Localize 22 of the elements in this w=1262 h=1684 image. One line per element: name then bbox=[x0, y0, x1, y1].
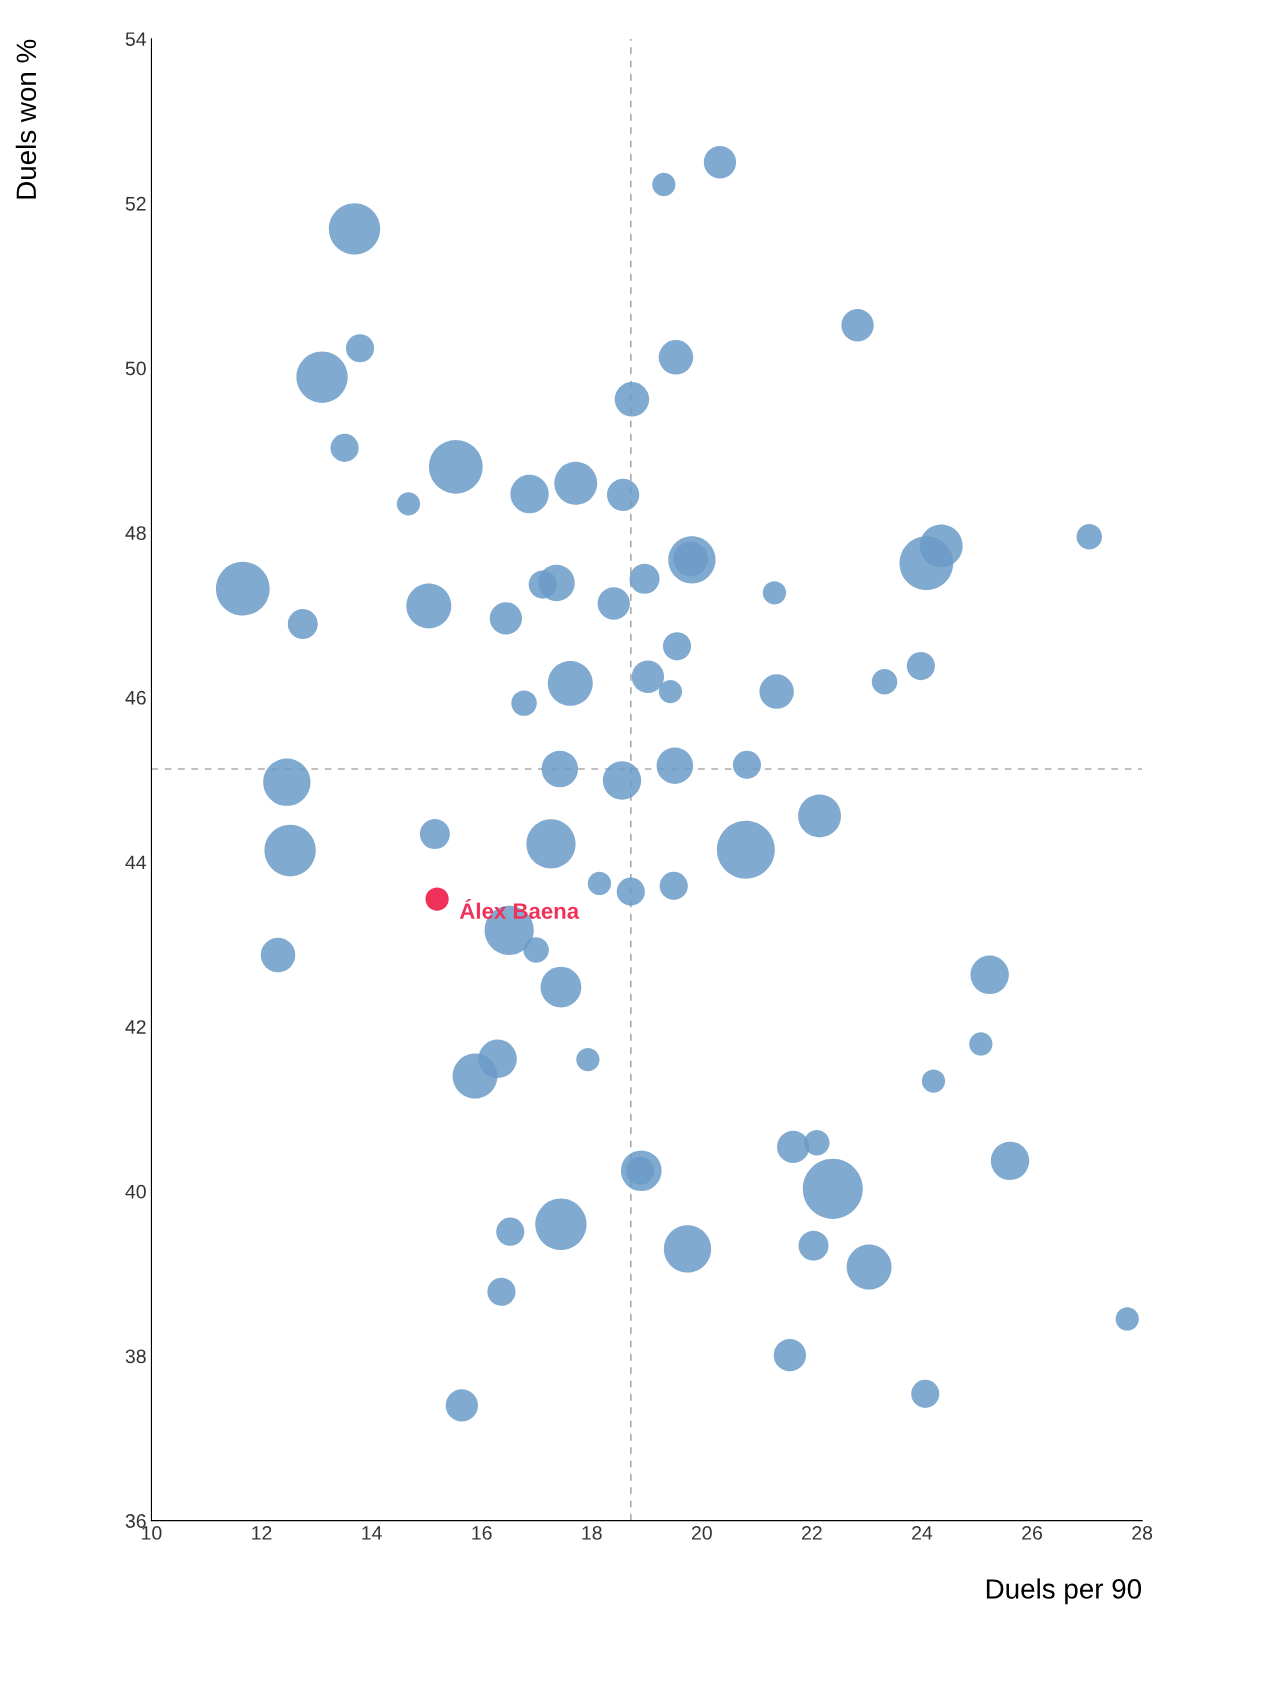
y-tick-label: 42 bbox=[125, 1020, 146, 1034]
y-tick-label: 46 bbox=[125, 690, 146, 705]
x-tick-label: 24 bbox=[912, 1526, 933, 1540]
x-tick-label: 22 bbox=[802, 1526, 822, 1540]
x-tick-label: 28 bbox=[1132, 1526, 1153, 1540]
y-tick-label: 50 bbox=[125, 361, 146, 376]
y-tick-label: 48 bbox=[125, 526, 146, 540]
y-tick-label: 40 bbox=[125, 1184, 146, 1199]
x-tick-label: 12 bbox=[252, 1526, 272, 1540]
x-tick-label: 26 bbox=[1022, 1526, 1042, 1540]
y-tick-label: 54 bbox=[125, 32, 147, 46]
x-axis-title: Duels per 90 bbox=[986, 1578, 1142, 1605]
y-tick-label: 36 bbox=[125, 1514, 146, 1528]
x-tick-label: 18 bbox=[582, 1526, 602, 1540]
y-tick-label: 44 bbox=[125, 855, 147, 870]
x-tick-label: 10 bbox=[142, 1526, 162, 1540]
y-axis-title: Duels won % bbox=[15, 39, 37, 199]
x-tick-label: 16 bbox=[472, 1526, 492, 1540]
x-tick-label: 14 bbox=[362, 1526, 382, 1540]
y-tick-label: 38 bbox=[125, 1349, 146, 1364]
x-tick-label: 20 bbox=[691, 1526, 712, 1540]
y-tick-label: 52 bbox=[125, 196, 146, 211]
